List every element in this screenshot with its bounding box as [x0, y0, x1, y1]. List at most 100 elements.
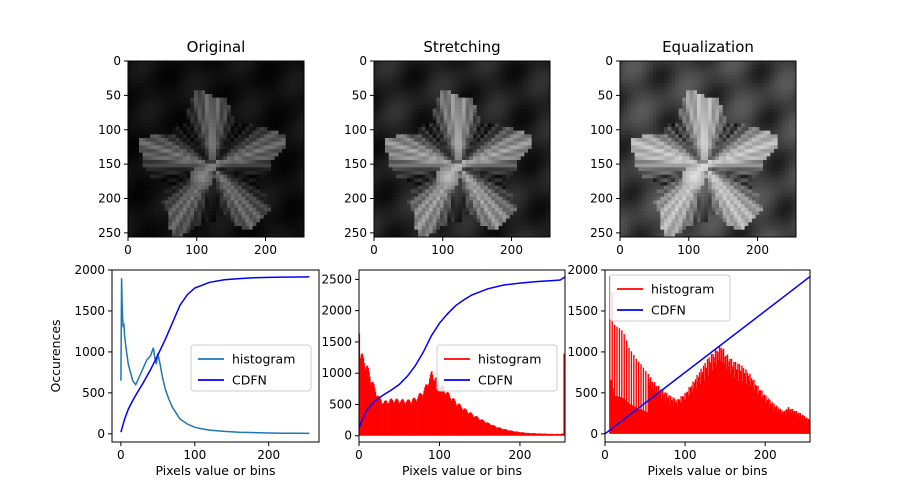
image-pixel	[506, 141, 511, 146]
image-pixel	[396, 233, 401, 238]
image-pixel	[296, 207, 301, 212]
image-pixel	[183, 97, 188, 102]
image-pixel	[491, 141, 496, 146]
image-pixel	[161, 116, 166, 121]
image-pixel	[300, 83, 305, 88]
image-pixel	[396, 167, 401, 172]
image-pixel	[256, 193, 261, 198]
image-pixel	[131, 174, 136, 179]
image-pixel	[227, 215, 232, 220]
image-pixel	[164, 119, 169, 124]
image-pixel	[296, 123, 301, 128]
image-pixel	[509, 112, 514, 117]
image-pixel	[285, 86, 290, 91]
image-pixel	[418, 149, 423, 154]
image-pixel	[175, 141, 180, 146]
image-pixel	[509, 141, 514, 146]
image-pixel	[524, 174, 529, 179]
image-pixel	[509, 138, 514, 143]
image-pixel	[278, 178, 283, 183]
image-pixel	[238, 61, 243, 66]
image-pixel	[399, 101, 404, 106]
image-pixel	[385, 156, 390, 161]
image-pixel	[686, 83, 691, 88]
image-pixel	[436, 130, 441, 135]
image-pixel	[528, 123, 533, 128]
image-pixel	[296, 127, 301, 132]
image-pixel	[506, 160, 511, 165]
y-tick-label: 50	[352, 88, 367, 102]
image-pixel	[539, 127, 544, 132]
image-pixel	[256, 127, 261, 132]
image-pixel	[447, 211, 452, 216]
image-pixel	[454, 108, 459, 113]
image-pixel	[131, 105, 136, 110]
image-pixel	[546, 189, 551, 194]
image-pixel	[462, 222, 467, 227]
image-pixel	[425, 119, 430, 124]
image-pixel	[139, 75, 144, 80]
image-pixel	[443, 101, 448, 106]
image-pixel	[289, 200, 294, 205]
image-pixel	[201, 105, 206, 110]
image-pixel	[531, 171, 536, 176]
image-pixel	[146, 64, 151, 69]
image-pixel	[440, 185, 445, 190]
image-pixel	[462, 178, 467, 183]
image-pixel	[535, 61, 540, 66]
image-pixel	[454, 61, 459, 66]
image-pixel	[414, 105, 419, 110]
image-pixel	[381, 68, 386, 73]
image-pixel	[443, 72, 448, 77]
image-pixel	[256, 215, 261, 220]
image-pixel	[241, 90, 246, 95]
image-pixel	[197, 193, 202, 198]
image-pixel	[296, 222, 301, 227]
image-pixel	[454, 163, 459, 168]
image-pixel	[418, 218, 423, 223]
image-pixel	[201, 193, 206, 198]
image-pixel	[296, 185, 301, 190]
image-pixel	[245, 200, 250, 205]
image-pixel	[682, 79, 687, 84]
image-pixel	[230, 123, 235, 128]
image-pixel	[517, 119, 522, 124]
image-pixel	[440, 215, 445, 220]
image-pixel	[219, 134, 224, 139]
image-pixel	[487, 171, 492, 176]
image-pixel	[150, 127, 155, 132]
image-pixel	[436, 83, 441, 88]
image-pixel	[245, 167, 250, 172]
image-pixel	[748, 68, 753, 73]
image-pixel	[212, 90, 217, 95]
image-pixel	[414, 72, 419, 77]
image-pixel	[293, 189, 298, 194]
image-pixel	[502, 226, 507, 231]
image-pixel	[528, 149, 533, 154]
image-pixel	[539, 64, 544, 69]
image-pixel	[179, 127, 184, 132]
image-pixel	[407, 116, 412, 121]
image-pixel	[664, 61, 669, 66]
image-pixel	[517, 163, 522, 168]
image-pixel	[278, 141, 283, 146]
image-pixel	[252, 196, 257, 201]
image-pixel	[495, 105, 500, 110]
x-tick-label: 200	[254, 243, 277, 257]
image-pixel	[183, 185, 188, 190]
image-pixel	[462, 204, 467, 209]
image-pixel	[223, 75, 228, 80]
image-pixel	[135, 171, 140, 176]
image-pixel	[458, 152, 463, 157]
image-pixel	[484, 141, 489, 146]
image-pixel	[715, 79, 720, 84]
image-pixel	[491, 97, 496, 102]
image-pixel	[509, 61, 514, 66]
image-pixel	[440, 64, 445, 69]
image-pixel	[403, 178, 408, 183]
image-pixel	[293, 83, 298, 88]
image-pixel	[432, 226, 437, 231]
image-pixel	[157, 215, 162, 220]
image-pixel	[539, 196, 544, 201]
image-pixel	[531, 105, 536, 110]
